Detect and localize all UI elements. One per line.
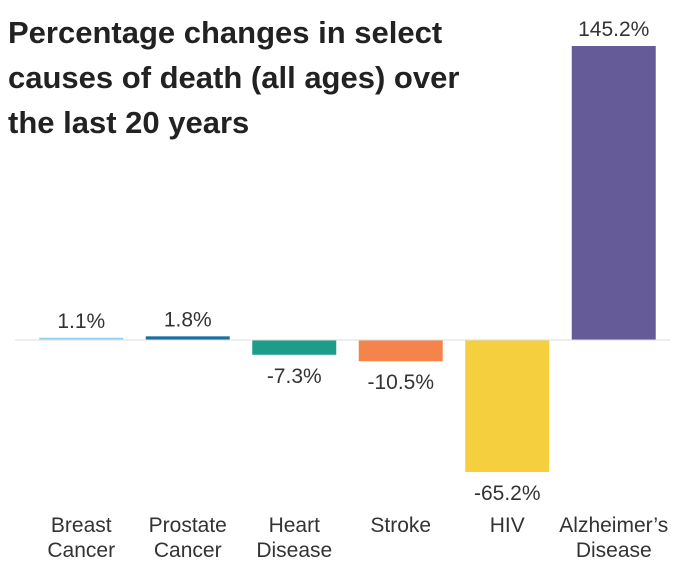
x-tick-label: Breast [51, 514, 112, 537]
x-tick-label: Cancer [47, 539, 115, 562]
x-tick-label: Disease [576, 539, 652, 562]
value-label: 1.8% [164, 308, 212, 331]
x-tick-label: HIV [490, 514, 525, 537]
x-tick-label: Stroke [370, 514, 431, 537]
x-tick-label: Alzheimer’s [559, 514, 668, 537]
x-tick-label: Heart [269, 514, 321, 537]
value-label: 145.2% [578, 18, 649, 41]
value-label: -7.3% [267, 365, 322, 388]
value-label: 1.1% [57, 310, 105, 333]
bar [465, 339, 550, 472]
x-tick-label: Prostate [149, 514, 227, 537]
bar [571, 46, 656, 340]
x-tick-label: Cancer [154, 539, 222, 562]
bar [39, 337, 124, 340]
chart-title: Percentage changes in select causes of d… [8, 15, 460, 140]
x-tick-label: Disease [256, 539, 332, 562]
value-label: -65.2% [474, 482, 541, 505]
bar [252, 339, 337, 355]
value-label: -10.5% [367, 371, 434, 394]
bar [145, 336, 230, 340]
bar [358, 339, 443, 362]
